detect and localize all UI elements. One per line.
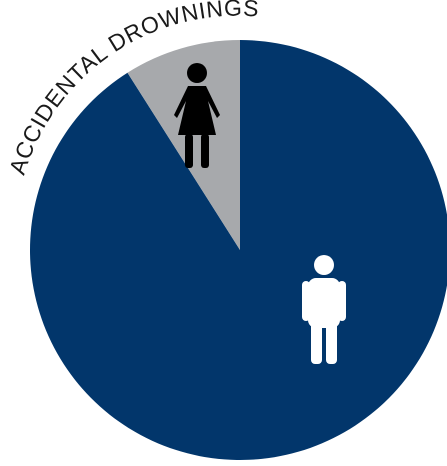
male-figure-icon (302, 255, 346, 364)
pie-slices (30, 40, 447, 460)
pie-slice-female (127, 40, 240, 250)
pie-slice-male (30, 40, 447, 460)
female-figure-icon (174, 63, 220, 168)
